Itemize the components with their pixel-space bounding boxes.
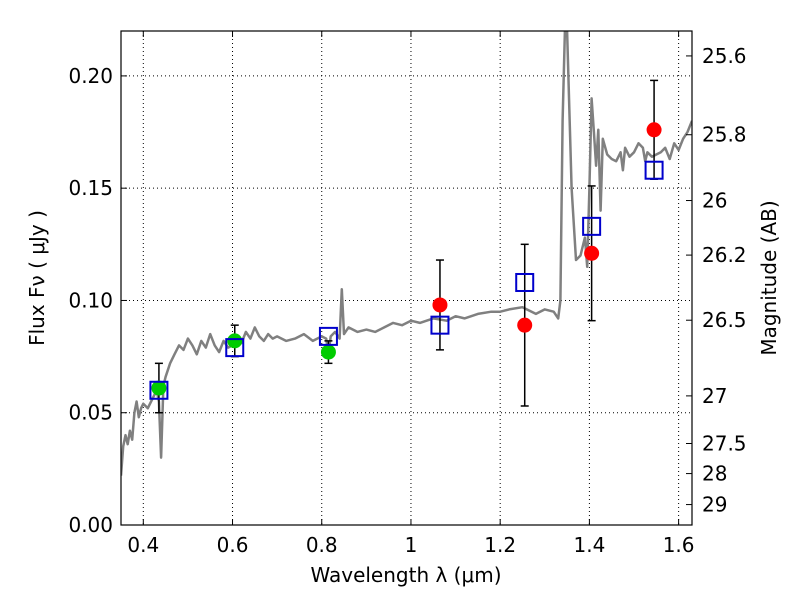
model-photometry-square	[149, 380, 169, 400]
right-tick-label: 27.5	[702, 431, 747, 455]
y-tick-label: 0.00	[68, 513, 113, 537]
x-tick-label: 1.2	[484, 533, 516, 557]
x-axis-label: Wavelength λ (μm)	[310, 563, 501, 587]
green-data-point	[151, 380, 167, 396]
right-tick-label: 26	[702, 189, 727, 213]
model-photometry-square	[225, 338, 245, 358]
model-photometry-square	[318, 326, 338, 346]
red-data-point	[517, 317, 533, 333]
right-tick-label: 26.5	[702, 308, 747, 332]
x-tick-label: 1.4	[573, 533, 605, 557]
right-axis-label: Magnitude (AB)	[757, 200, 781, 355]
x-tick-label: 1.6	[663, 533, 695, 557]
x-tick-label: 0.6	[217, 533, 249, 557]
right-tick-label: 28	[702, 462, 727, 486]
y-tick-label: 0.10	[68, 288, 113, 312]
right-tick-label: 29	[702, 493, 727, 517]
y-axis-label: Flux Fν ( μJy )	[25, 210, 49, 346]
series-layer	[121, 31, 692, 476]
y-tick-label: 0.05	[68, 401, 113, 425]
right-tick-label: 26.2	[702, 243, 747, 267]
model-sed-line	[121, 31, 692, 476]
right-tick-label: 27	[702, 384, 727, 408]
grid	[121, 31, 692, 526]
model-photometry-square	[515, 272, 535, 292]
red-data-point	[584, 245, 600, 261]
model-photometry-square	[430, 315, 450, 335]
green-data-point	[320, 344, 336, 360]
y-tick-label: 0.15	[68, 176, 113, 200]
model-photometry-square	[644, 160, 664, 180]
green-data-point	[227, 333, 243, 349]
red-data-point	[646, 122, 662, 138]
model-photometry-square	[582, 216, 602, 236]
right-tick-label: 25.6	[702, 44, 747, 68]
x-tick-label: 0.8	[306, 533, 338, 557]
y-tick-label: 0.20	[68, 64, 113, 88]
x-tick-label: 0.4	[127, 533, 159, 557]
red-data-point	[432, 297, 448, 313]
right-tick-label: 25.8	[702, 123, 747, 147]
plot-frame	[120, 30, 693, 526]
ticks-layer: 0.4 0.6 0.8 1 1.2 1.4 1.6 0.00 0.05 0.10 0.15 0.20 2…	[68, 31, 747, 557]
x-tick-label: 1	[405, 533, 418, 557]
